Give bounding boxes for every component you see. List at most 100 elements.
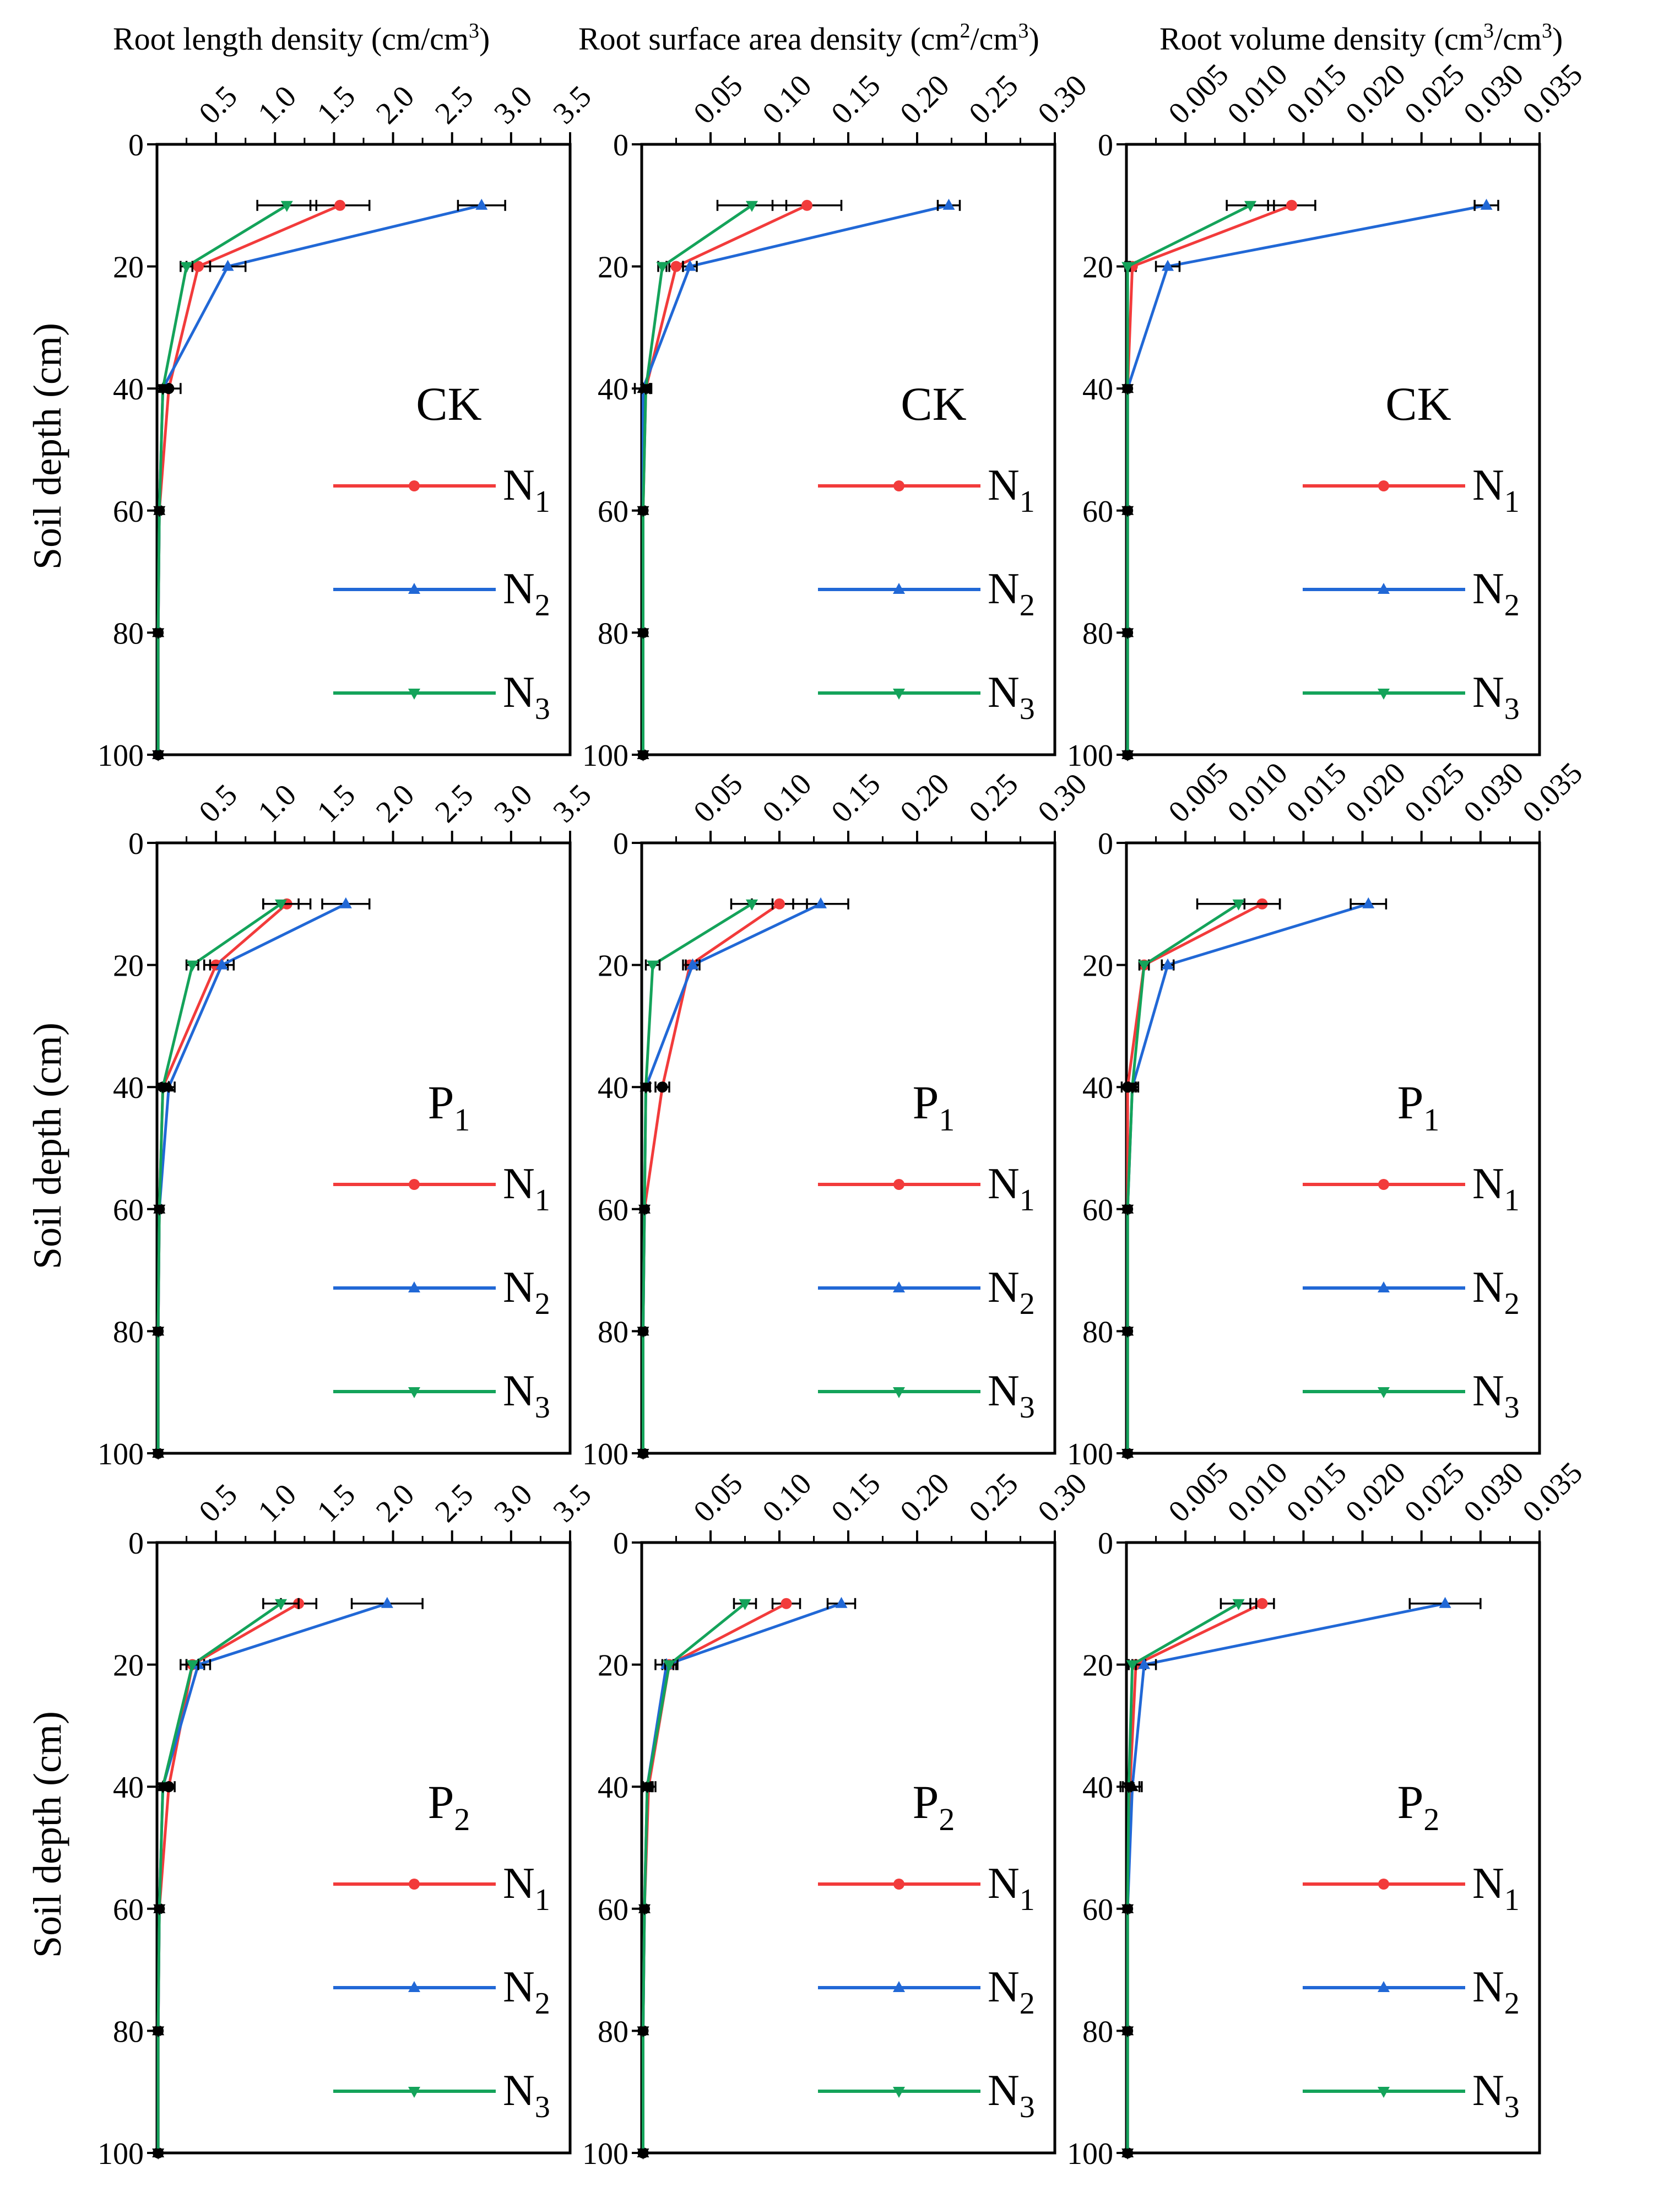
legend-marker	[893, 1879, 904, 1890]
legend-label: N1	[988, 461, 1035, 519]
legend-item-n1: N1	[333, 1859, 550, 1917]
data-point-n3	[152, 2026, 165, 2038]
legend-label: N3	[503, 668, 550, 726]
legend-label: N2	[988, 565, 1035, 623]
x-tick-label: 2.5	[429, 778, 480, 829]
y-tick-label: 100	[1067, 2137, 1113, 2171]
y-tick-label: 60	[598, 1893, 628, 1927]
legend-marker	[409, 1179, 420, 1190]
legend-marker	[408, 1281, 420, 1292]
legend-label: N1	[1472, 461, 1520, 519]
data-point-n3	[1232, 1599, 1245, 1610]
panel-r2-c1: 0.5 1.0 1.5 2.0 2.5 3.0 3.5020406080100P1N1N2N…	[97, 778, 598, 1471]
legend-item-n2: N2	[333, 565, 550, 623]
legend-label: N2	[503, 1963, 550, 2021]
x-tick-label: 0.030	[1457, 57, 1530, 131]
legend-label: N3	[503, 2066, 550, 2124]
series-line-n2-ck	[156, 204, 482, 755]
legend: N1 N2 N3	[333, 1859, 550, 2124]
legend-item-n3: N3	[333, 668, 550, 726]
data-point-n3	[1244, 201, 1256, 212]
series-line-n3-p2	[1126, 1602, 1239, 2153]
data-point-n1	[657, 1081, 668, 1093]
data-point-n3	[640, 1083, 652, 1094]
data-point-n3	[637, 1449, 649, 1460]
plot-frame	[155, 1541, 572, 2155]
legend-marker	[409, 480, 420, 491]
y-tick-label: 0	[128, 128, 144, 163]
x-tick-label: 0.005	[1162, 57, 1235, 131]
y-tick-label: 20	[1082, 949, 1113, 983]
legend-item-n1: N1	[1303, 1859, 1520, 1917]
series-line-n2-p1	[1126, 902, 1369, 1453]
legend-item-n3: N3	[1303, 668, 1520, 726]
series-line-n1-p2	[1126, 1602, 1263, 2153]
plot-frame	[155, 841, 572, 1455]
column-headers: Root length density (cm/cm3) Root surfac…	[113, 19, 1563, 57]
y-tick-label: 60	[598, 1193, 628, 1227]
x-tick-label: 0.010	[1221, 1455, 1294, 1529]
legend-item-n1: N1	[1303, 1160, 1520, 1217]
data-point-n3	[1121, 384, 1134, 396]
data-point-n3	[180, 262, 193, 273]
series-line-n3-p1	[156, 902, 282, 1453]
x-tick-label: 0.5	[192, 79, 243, 131]
y-tick-label: 20	[113, 949, 144, 983]
treatment-label-p2: P2	[1397, 1776, 1440, 1837]
legend-item-n2: N2	[818, 565, 1035, 623]
data-point-n3	[637, 750, 649, 761]
x-tick-label: 2.0	[370, 1478, 421, 1529]
series-line-n3-p1	[642, 902, 753, 1453]
x-tick-label: 2.0	[370, 778, 421, 829]
data-point-n3	[1121, 1449, 1134, 1460]
y-tick-label: 60	[598, 495, 628, 529]
legend-label: N1	[503, 1160, 550, 1217]
data-point-n3	[156, 384, 169, 396]
x-tick-label: 3.5	[546, 778, 598, 829]
data-point-n2	[684, 259, 696, 271]
y-tick-label: 80	[598, 1315, 628, 1349]
y-tick-label: 100	[582, 739, 628, 773]
y-tick-label: 20	[598, 949, 628, 983]
treatment-label-ck: CK	[416, 377, 481, 430]
legend: N1 N2 N3	[1303, 1160, 1520, 1425]
data-point-n3	[275, 899, 287, 911]
legend-marker	[893, 1387, 905, 1398]
x-tick-label: 0.05	[687, 1467, 749, 1529]
data-point-n1	[1286, 199, 1297, 211]
data-point-n1	[781, 1598, 792, 1609]
data-point-n1	[670, 261, 682, 272]
x-tick-label: 0.005	[1162, 756, 1235, 829]
x-tick-label: 1.0	[252, 1478, 303, 1529]
y-tick-label: 60	[1082, 1893, 1113, 1927]
legend-label: N1	[988, 1160, 1035, 1217]
y-axis-label-row-2: Soil depth (cm)	[25, 1022, 69, 1269]
data-point-n3	[280, 201, 293, 212]
treatment-label-ck: CK	[1385, 377, 1451, 430]
legend-label: N3	[1472, 1367, 1520, 1425]
y-tick-label: 100	[582, 1437, 628, 1471]
y-tick-label: 40	[598, 1071, 628, 1105]
legend-label: N2	[503, 565, 550, 623]
data-point-n3	[275, 1599, 287, 1610]
legend-marker	[893, 2087, 905, 2098]
legend-label: N1	[503, 461, 550, 519]
x-tick-label: 0.025	[1398, 1455, 1471, 1529]
y-tick-label: 100	[97, 739, 144, 773]
panel-r1-c2: 0.05 0.10 0.15 0.20 0.25 0.30 0 20 40 60 80 100 CK N1…	[582, 68, 1093, 773]
y-tick-label: 80	[1082, 616, 1113, 651]
data-point-n3	[1121, 1904, 1134, 1915]
data-point-n2	[339, 897, 352, 908]
data-point-n3	[638, 1204, 651, 1216]
x-tick-label: 0.10	[756, 1467, 818, 1529]
x-tick-label: 0.30	[1031, 1467, 1093, 1529]
data-point-n3	[153, 1204, 166, 1216]
x-tick-label: 0.020	[1339, 756, 1412, 829]
y-tick-label: 80	[1082, 2015, 1113, 2049]
y-tick-label: 40	[1082, 372, 1113, 407]
legend: N1 N2 N3	[333, 1160, 550, 1425]
data-point-n1	[334, 199, 346, 211]
series-line-n3-ck	[1126, 204, 1251, 755]
